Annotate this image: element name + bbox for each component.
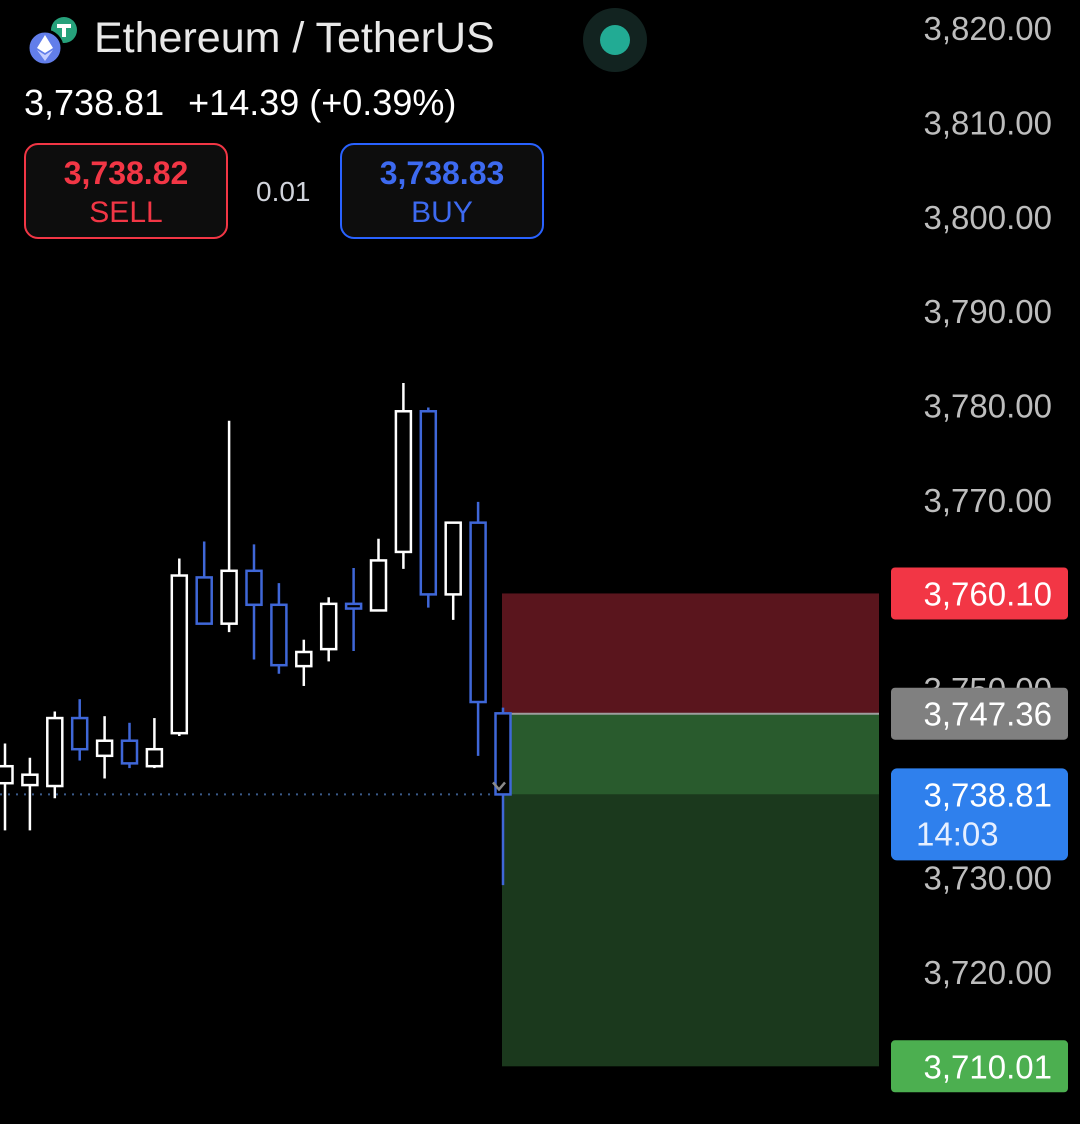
price-axis-tick: 3,810.00 bbox=[924, 104, 1052, 141]
price-axis-tick: 3,770.00 bbox=[924, 482, 1052, 519]
price-change: +14.39 (+0.39%) bbox=[188, 82, 457, 123]
candle bbox=[494, 707, 512, 886]
candle-body bbox=[120, 739, 139, 765]
candle bbox=[444, 521, 462, 620]
candle bbox=[21, 757, 39, 831]
candle-body bbox=[319, 602, 338, 651]
candle bbox=[419, 407, 438, 608]
symbol-title[interactable]: Ethereum / TetherUS bbox=[94, 14, 495, 62]
stop-loss-zone bbox=[502, 593, 879, 714]
candle-body bbox=[369, 559, 388, 612]
candle bbox=[0, 743, 14, 831]
take-profit-price-label-box bbox=[891, 1040, 1068, 1093]
market-status-indicator[interactable] bbox=[583, 8, 647, 72]
candle-body bbox=[469, 521, 487, 704]
candle-body bbox=[270, 603, 288, 667]
candle-body bbox=[394, 410, 413, 554]
candle bbox=[70, 699, 89, 761]
candle-body bbox=[419, 410, 438, 596]
candle-body bbox=[245, 569, 263, 607]
take-profit-zone bbox=[502, 794, 879, 1067]
current-price-box bbox=[891, 768, 1068, 861]
candle-body bbox=[0, 764, 14, 785]
candle-body bbox=[494, 712, 512, 796]
candle-body bbox=[220, 569, 238, 625]
price-axis-tick: 3,780.00 bbox=[924, 388, 1052, 425]
entry-price-label: 3,747.36 bbox=[924, 696, 1052, 733]
price-axis-tick: 3,790.00 bbox=[924, 293, 1052, 330]
candle bbox=[170, 558, 189, 736]
price-axis-tick: 3,720.00 bbox=[924, 954, 1052, 991]
candle-body bbox=[46, 716, 64, 788]
price-axis-tick: 3,800.00 bbox=[924, 199, 1052, 236]
stop-loss-price-label: 3,760.10 bbox=[924, 575, 1052, 612]
sell-button[interactable]: 3,738.82 SELL bbox=[24, 143, 228, 239]
candle bbox=[195, 541, 213, 625]
buy-label: BUY bbox=[411, 196, 473, 229]
price-quote: 3,738.81 +14.39 (+0.39%) bbox=[24, 82, 470, 124]
candle-body bbox=[344, 602, 363, 610]
candle-body bbox=[295, 650, 313, 668]
sell-label: SELL bbox=[89, 196, 163, 229]
take-profit-price-label: 3,710.01 bbox=[924, 1048, 1052, 1085]
price-axis-tick: 3,820.00 bbox=[924, 10, 1052, 47]
candle bbox=[145, 718, 164, 769]
candle bbox=[295, 639, 313, 686]
spread-value: 0.01 bbox=[256, 176, 311, 207]
buy-price: 3,738.83 bbox=[379, 155, 505, 191]
last-price: 3,738.81 bbox=[24, 82, 165, 123]
position-zones bbox=[0, 593, 879, 1067]
candle bbox=[46, 711, 64, 799]
candle-body bbox=[170, 574, 189, 735]
candle-body bbox=[70, 716, 89, 751]
symbol-logo bbox=[26, 14, 86, 67]
entry-price-label-box bbox=[891, 687, 1068, 740]
candle-body bbox=[145, 747, 164, 768]
price-axis-tick: 3,730.00 bbox=[924, 860, 1052, 897]
candle-body bbox=[444, 521, 462, 596]
candle bbox=[319, 597, 338, 662]
candle bbox=[120, 722, 139, 769]
candle bbox=[270, 583, 288, 674]
candle bbox=[220, 420, 238, 633]
candle bbox=[245, 544, 263, 660]
candle bbox=[344, 567, 363, 652]
bar-countdown: 14:03 bbox=[916, 815, 999, 852]
profit-zone-active bbox=[502, 713, 879, 795]
current-price-label: 3,738.81 bbox=[924, 776, 1052, 813]
market-open-dot-icon bbox=[600, 25, 630, 55]
sell-price: 3,738.82 bbox=[63, 155, 189, 191]
stop-loss-price-label-box bbox=[891, 567, 1068, 620]
candle-body bbox=[195, 576, 213, 625]
order-arrow-icon bbox=[492, 781, 506, 792]
candle-body bbox=[95, 739, 114, 758]
candle-body bbox=[21, 773, 39, 787]
candle bbox=[394, 382, 413, 569]
candle bbox=[95, 716, 114, 779]
buy-button[interactable]: 3,738.83 BUY bbox=[340, 143, 544, 239]
candles bbox=[0, 382, 512, 886]
candle bbox=[469, 501, 487, 756]
candle bbox=[369, 538, 388, 612]
chart-header: Ethereum / TetherUS 3,738.81 +14.39 (+0.… bbox=[0, 0, 880, 260]
